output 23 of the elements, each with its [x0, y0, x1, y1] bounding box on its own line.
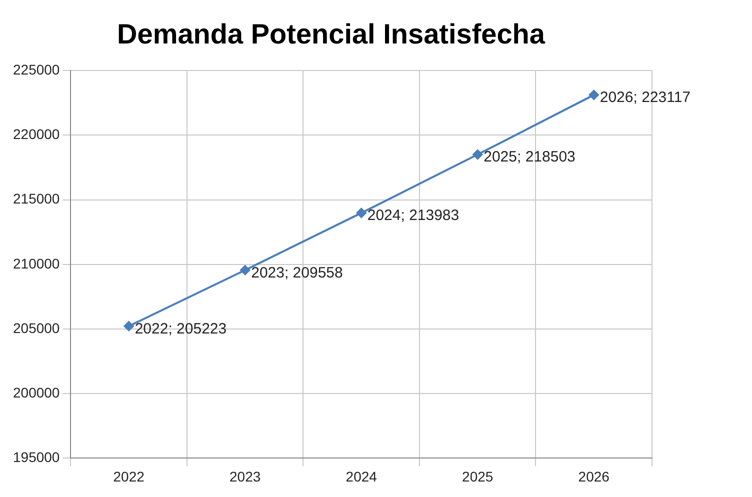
y-tick-label: 220000: [13, 126, 60, 142]
data-label: 2022; 205223: [134, 320, 227, 338]
point: [240, 265, 250, 276]
x-tick-label: 2024: [346, 468, 378, 484]
x-tick-label: 2022: [113, 468, 145, 484]
y-tick-label: 225000: [13, 61, 60, 78]
point: [356, 208, 366, 218]
point: [588, 90, 599, 100]
chart-title: Demanda Potencial Insatisfecha: [117, 18, 546, 50]
x-tick-label: 2026: [578, 468, 610, 484]
data-label: 2023; 209558: [251, 264, 343, 282]
x-tick-label: 2025: [462, 468, 494, 484]
y-tick-label: 210000: [13, 255, 60, 272]
y-tick-label: 205000: [13, 320, 60, 336]
data-label: 2026; 223117: [600, 89, 691, 106]
point: [124, 321, 134, 332]
y-tick-label: 215000: [13, 190, 60, 207]
x-tick-label: 2023: [230, 468, 261, 484]
data-label: 2025; 218503: [484, 148, 576, 166]
point: [472, 150, 483, 160]
data-label: 2024; 213983: [367, 207, 460, 224]
y-tick-label: 195000: [13, 449, 60, 466]
y-tick-label: 200000: [13, 384, 60, 400]
